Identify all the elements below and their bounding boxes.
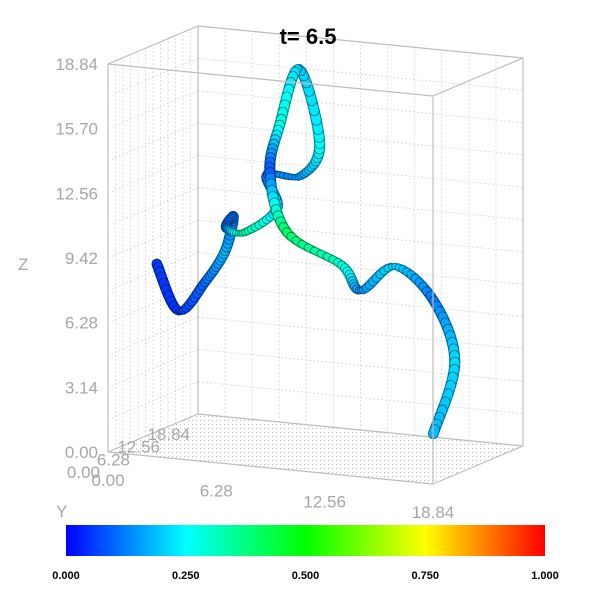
y-tick-label: 18.84 [147, 425, 190, 444]
box-edge [107, 413, 199, 453]
z-tick-label: 6.28 [65, 314, 98, 333]
grid-line [107, 251, 199, 291]
box-edge [107, 451, 434, 485]
grid-line [107, 154, 199, 194]
colorbar-label: 0.250 [172, 570, 200, 582]
box-edge [432, 445, 524, 485]
x-tick-label: 18.84 [412, 503, 455, 522]
floor-plane [108, 414, 523, 484]
grid-line [197, 219, 524, 253]
box-edge [107, 63, 434, 97]
grid-lines [107, 28, 524, 484]
z-tick-label: 18.84 [55, 55, 98, 74]
colorbar: 0.000 0.250 0.500 0.750 1.000 [52, 525, 559, 582]
colorbar-gradient [66, 525, 545, 556]
y-tick-label: 12.56 [117, 438, 160, 457]
z-tick-label: 0.00 [65, 443, 98, 462]
box-frame-front [107, 57, 524, 485]
grid-line [107, 57, 199, 97]
x-tick-label: 0.00 [91, 471, 124, 490]
grid-line [197, 122, 524, 156]
x-tick-label: 12.56 [303, 492, 346, 511]
y-axis-label: Y [56, 502, 67, 521]
colorbar-label: 0.500 [292, 570, 320, 582]
colorbar-label: 0.750 [411, 570, 439, 582]
z-tick-label: 9.42 [65, 249, 98, 268]
colorbar-labels: 0.000 0.250 0.500 0.750 1.000 [52, 570, 559, 582]
box-edge [107, 25, 199, 65]
box-edge [432, 57, 524, 97]
grid-line [107, 187, 199, 227]
ribbon-curve [151, 63, 461, 440]
box-edge [197, 413, 524, 447]
y-tick-label: 0.00 [67, 463, 100, 482]
y-tick-label: 6.28 [97, 450, 130, 469]
z-tick-label: 3.14 [65, 378, 98, 397]
colorbar-label: 0.000 [52, 570, 80, 582]
chart-title: t= 6.5 [280, 24, 337, 49]
z-axis-label: Z [18, 255, 28, 274]
x-tick-label: 6.28 [200, 482, 233, 501]
grid-line [197, 90, 524, 124]
grid-line [107, 90, 199, 130]
grid-line [197, 57, 524, 91]
grid-line [197, 251, 524, 285]
grid-line [107, 122, 199, 162]
grid-line [197, 187, 524, 221]
grid-line [107, 219, 199, 259]
box-frame-back [107, 25, 524, 453]
grid-line [197, 154, 524, 188]
box-edge [197, 25, 524, 59]
z-tick-label: 15.70 [55, 120, 98, 139]
colorbar-label: 1.000 [531, 570, 559, 582]
z-tick-label: 12.56 [55, 184, 98, 203]
tick-labels: 0.003.146.289.4212.5615.7018.840.006.281… [55, 55, 454, 522]
